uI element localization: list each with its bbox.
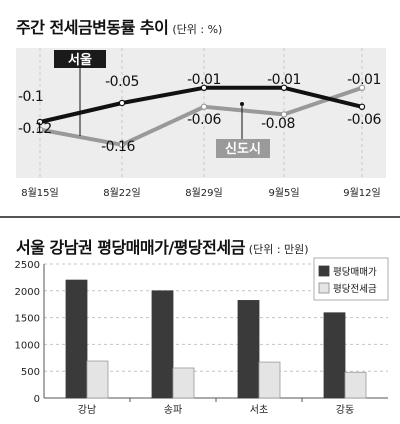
data-label-sindosi: -0.06 [187,112,221,128]
bar-jeonse [172,367,195,399]
data-point-seoul [36,118,44,126]
line-chart-panel: 주간 전세금변동률 추이 (단위 : %) 8월15일 8월22일 8월29일 9월5일… [16,14,386,199]
data-point-seoul [358,103,366,111]
y-tick-label: 1000 [15,340,40,351]
x-tick-label: 8월15일 [21,187,59,199]
data-label-seoul: -0.1 [18,89,43,105]
data-point-seoul [118,99,126,107]
data-label-sindosi: -0.01 [347,72,381,88]
bar-price [237,300,260,399]
line-chart-unit-note: (단위 : %) [172,23,223,36]
x-tick-label: 9월12일 [343,187,381,199]
sindosi-tag-box [216,139,270,158]
y-tick-label: 500 [21,367,40,378]
data-label-seoul: -0.06 [347,112,381,128]
x-tick-label: 8월22일 [103,187,141,199]
x-tick-label: 서초 [250,404,268,416]
data-point-sindosi [118,141,126,148]
bar-chart-unit-note: (단위 : 만원) [248,243,309,256]
data-point-sindosi [36,126,44,133]
sindosi-tag-leader-dot [240,102,244,106]
panel-divider [0,216,400,218]
legend-swatch-price [318,265,330,277]
seoul-tag-box [54,50,106,68]
data-point-sindosi [280,111,288,118]
bar-jeonse [258,361,281,399]
y-tick-label: 2500 [15,260,40,271]
line-chart-title-row: 주간 전세금변동률 추이 (단위 : %) [16,14,222,38]
data-point-seoul [280,84,288,92]
bar-price [151,290,174,399]
data-label-sindosi: -0.16 [101,139,135,155]
legend-swatch-jeonse [318,282,330,294]
legend-label-price: 평당매매가 [333,267,377,278]
series-name-sindosi: 신도시 [225,142,261,157]
bar-price [65,279,88,399]
legend-label-jeonse: 평당전세금 [333,284,377,295]
x-tick-label: 강동 [336,404,354,416]
bar-price [323,312,346,399]
data-label-seoul: -0.01 [267,72,301,88]
bar-chart-title: 서울 강남권 평당매매가/평당전세금 [16,238,245,257]
x-tick-label: 9월5일 [268,187,299,199]
data-point-seoul [200,84,208,92]
line-chart: 8월15일 8월22일 8월29일 9월5일 9월12일 -0.1 -0.05 -0.01 -0… [16,48,386,199]
bar-jeonse [344,371,367,399]
y-tick-label: 2000 [15,287,40,298]
x-tick-label: 송파 [164,404,182,416]
x-tick-label: 8월29일 [185,187,223,199]
bar-chart-panel: 서울 강남권 평당매매가/평당전세금 (단위 : 만원) 0 500 1000 1500… [0,218,400,424]
data-label-seoul: -0.01 [187,72,221,88]
data-label-seoul: -0.05 [105,74,139,90]
data-label-sindosi: -0.08 [261,116,295,132]
data-point-sindosi [200,103,208,111]
y-tick-label: 0 [34,394,40,405]
line-chart-title: 주간 전세금변동률 추이 [16,18,169,37]
x-tick-label: 강남 [78,404,96,416]
bar-jeonse [86,360,109,399]
series-name-seoul: 서울 [68,52,92,68]
data-label-sindosi: -0.12 [18,121,52,137]
bar-chart-title-row: 서울 강남권 평당매매가/평당전세금 (단위 : 만원) [16,234,309,258]
y-tick-label: 1500 [15,314,40,325]
data-point-sindosi [358,84,366,92]
